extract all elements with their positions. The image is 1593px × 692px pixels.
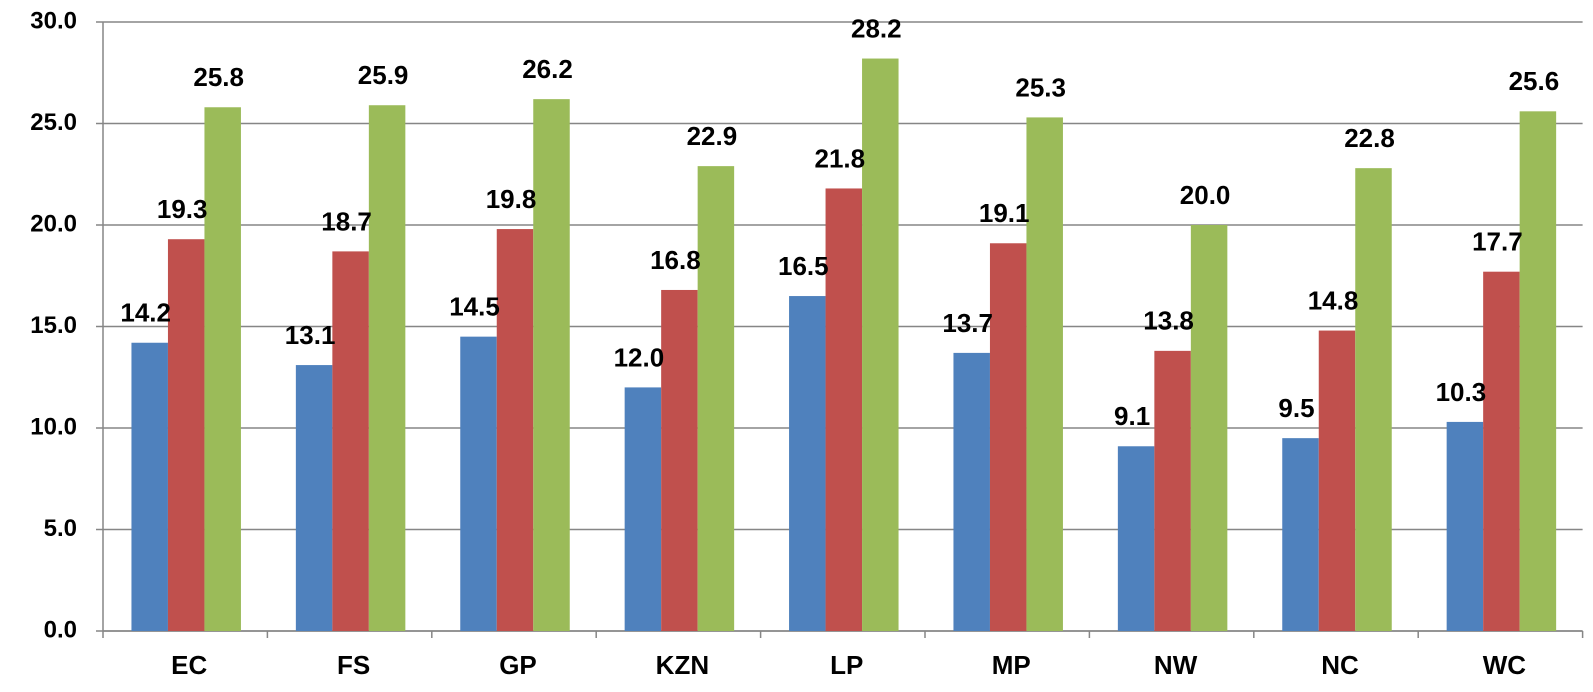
bar bbox=[368, 105, 406, 632]
value-label: 13.8 bbox=[1143, 306, 1194, 336]
value-label: 21.8 bbox=[814, 143, 865, 173]
bar bbox=[989, 243, 1027, 631]
x-tick-label: EC bbox=[171, 650, 207, 680]
value-label: 19.1 bbox=[979, 198, 1030, 228]
value-label: 25.3 bbox=[1015, 72, 1066, 102]
value-label: 19.3 bbox=[157, 194, 208, 224]
value-label: 25.9 bbox=[358, 60, 409, 90]
x-tick-label: NC bbox=[1321, 650, 1359, 680]
x-tick-label: WC bbox=[1483, 650, 1527, 680]
bar bbox=[131, 342, 168, 631]
x-tick-label: LP bbox=[830, 650, 863, 680]
bar bbox=[1026, 117, 1063, 631]
x-tick-label: FS bbox=[337, 650, 370, 680]
bar bbox=[953, 352, 990, 631]
value-label: 25.6 bbox=[1509, 66, 1560, 96]
value-label: 22.9 bbox=[687, 121, 738, 151]
value-label: 9.1 bbox=[1114, 401, 1150, 431]
bar bbox=[1318, 330, 1356, 631]
value-label: 16.5 bbox=[778, 251, 829, 281]
y-tick-label: 10.0 bbox=[30, 413, 77, 440]
bar bbox=[295, 365, 333, 631]
bar bbox=[1117, 446, 1155, 631]
y-tick-label: 0.0 bbox=[44, 616, 77, 643]
bar bbox=[1282, 438, 1319, 631]
value-label: 14.5 bbox=[449, 292, 500, 322]
value-label: 9.5 bbox=[1278, 393, 1314, 423]
value-label: 10.3 bbox=[1436, 377, 1487, 407]
value-label: 25.8 bbox=[193, 62, 244, 92]
y-tick-label: 20.0 bbox=[30, 210, 77, 237]
value-label: 14.8 bbox=[1308, 285, 1359, 315]
value-label: 18.7 bbox=[321, 206, 372, 236]
bar bbox=[825, 188, 863, 631]
y-tick-label: 15.0 bbox=[30, 312, 77, 339]
bar bbox=[460, 336, 497, 631]
value-label: 19.8 bbox=[486, 184, 537, 214]
value-label: 28.2 bbox=[851, 13, 902, 43]
x-tick-label: GP bbox=[499, 650, 537, 680]
bar bbox=[533, 99, 570, 631]
bar bbox=[1154, 350, 1191, 631]
value-label: 17.7 bbox=[1472, 227, 1523, 257]
bar bbox=[167, 239, 205, 631]
value-label: 12.0 bbox=[614, 342, 665, 372]
bar bbox=[1446, 421, 1484, 631]
bar bbox=[1190, 225, 1228, 631]
bar bbox=[1355, 168, 1392, 631]
value-label: 20.0 bbox=[1180, 180, 1231, 210]
value-label: 13.1 bbox=[285, 320, 336, 350]
value-label: 16.8 bbox=[650, 245, 701, 275]
x-tick-label: NW bbox=[1154, 650, 1198, 680]
bar bbox=[1483, 271, 1520, 631]
x-tick-label: MP bbox=[992, 650, 1031, 680]
bar bbox=[332, 251, 369, 631]
bar bbox=[661, 289, 698, 631]
value-label: 13.7 bbox=[942, 308, 993, 338]
bar bbox=[789, 296, 826, 631]
bar bbox=[496, 229, 534, 631]
bar bbox=[697, 166, 735, 631]
bar bbox=[1519, 111, 1557, 631]
bar bbox=[624, 387, 662, 631]
value-label: 22.8 bbox=[1344, 123, 1395, 153]
y-tick-label: 30.0 bbox=[30, 7, 77, 34]
x-tick-label: KZN bbox=[656, 650, 709, 680]
bar bbox=[204, 107, 241, 631]
y-tick-label: 5.0 bbox=[44, 515, 77, 542]
y-tick-label: 25.0 bbox=[30, 109, 77, 136]
bar bbox=[862, 58, 899, 632]
value-label: 26.2 bbox=[522, 54, 573, 84]
value-label: 14.2 bbox=[120, 298, 171, 328]
